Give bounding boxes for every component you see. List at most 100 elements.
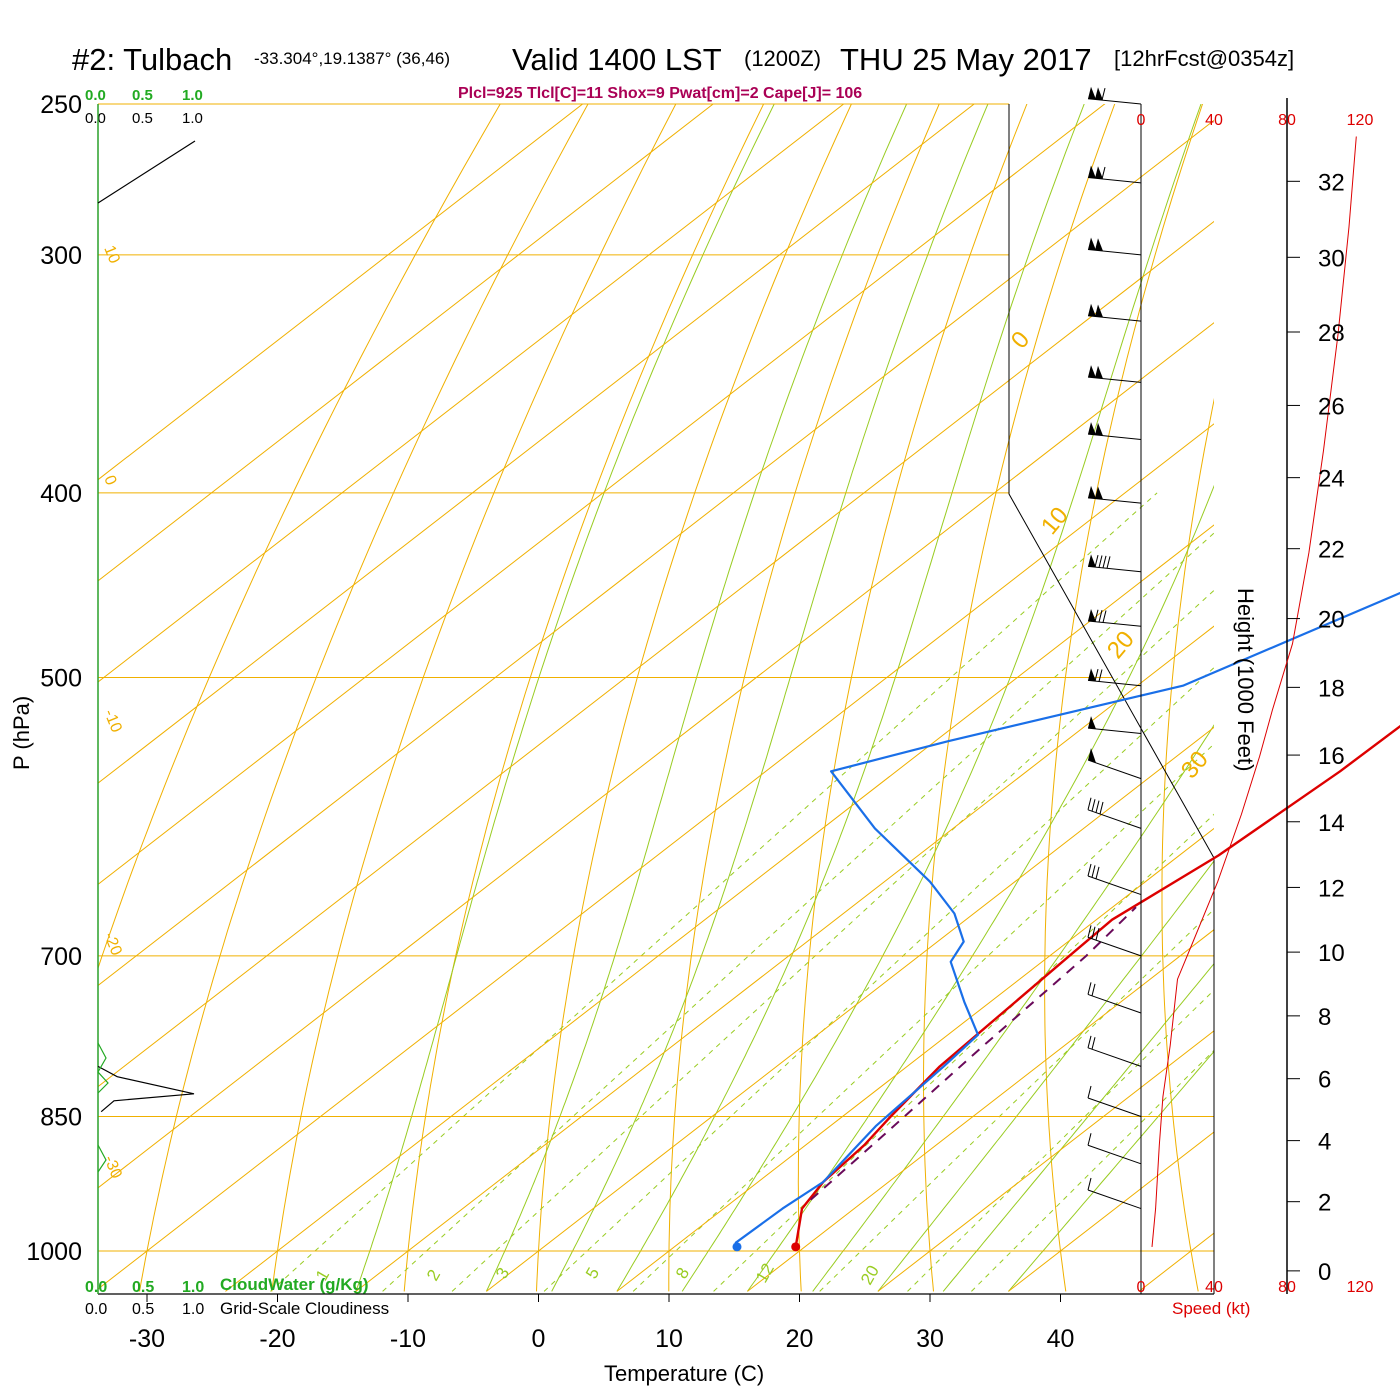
height-tick-label: 22 [1318,537,1345,564]
height-tick-label: 24 [1318,466,1345,493]
wind-barb-flag [1088,609,1096,622]
wind-barb-flag [1095,238,1103,252]
wind-barb-feather [1087,1035,1092,1048]
speed-tick-label: 0 [1137,112,1146,129]
isotherm-line [98,322,1214,1189]
parcel-line [810,906,1137,1201]
wind-barb-flag [1088,365,1096,378]
isotherm-line [98,104,584,481]
wind-barb [1087,797,1142,829]
dry-adiabats [98,104,1214,1292]
wind-barb [1087,982,1142,1014]
cloud-profile [97,1042,195,1173]
isotherm-line [98,104,845,683]
dry-adiabat [1044,104,1204,1292]
wind-barb-staff [1087,875,1142,896]
isotherm-line [355,625,1214,1292]
wind-barb [1087,165,1142,184]
zulu-time: (1200Z) [744,46,821,71]
wind-barb-staff [1087,809,1142,829]
mixing-ratio-line [819,908,1214,1292]
dry-adiabat [403,104,765,1292]
wind-barb-flag [1088,237,1096,251]
moist-adiabat [551,104,989,1292]
wind-barb-feather [1094,555,1099,568]
wind-barb-flag [1095,422,1103,436]
isotherm-label: -20 [100,930,124,958]
moist-adiabat [1008,1050,1214,1292]
height-tick-label: 12 [1318,875,1345,902]
wind-barb [1087,237,1142,256]
speed-tick-label: 40 [1205,112,1223,129]
wind-barb-feather [1087,1133,1092,1146]
cloudwater-profile [97,1144,107,1173]
isotherm-line [98,220,1214,1088]
wind-barb-feather [1091,983,1096,996]
wind-barb [1087,748,1142,780]
moist-adiabat [942,962,1214,1292]
height-tick-label: 30 [1318,245,1345,272]
wind-barb [1087,86,1142,105]
height-tick-label: 2 [1318,1190,1331,1217]
wind-barb-staff [1087,249,1142,256]
wind-barbs [1087,86,1142,1210]
wind-barb-feather [1091,865,1096,878]
speed-axis-title: Speed (kt) [1172,1299,1250,1318]
wind-barb-staff [1087,1097,1142,1118]
cloudwater-label: CloudWater (g/Kg) [220,1275,369,1294]
wind-barb-feather [1087,982,1092,995]
cloudiness-tick: 0.5 [132,1301,154,1318]
pressure-tick-label: 700 [40,943,82,971]
isotherm-line [225,524,1214,1292]
mixing-ratio-line [632,743,1214,1292]
cloudwater-tick: 1.0 [182,87,203,104]
x-tick-label: 20 [786,1325,814,1353]
isotherm-line [98,104,714,582]
x-tick-label: -20 [259,1325,295,1353]
wind-barb [1087,925,1142,957]
cloudiness-tick: 1.0 [182,1301,204,1318]
speed-tick-label: 80 [1278,112,1296,129]
wind-barb-staff [1087,936,1142,957]
wind-barb-feather [1098,669,1103,682]
cloudiness-tick: 1.0 [182,110,203,127]
isotherm-line [1138,1232,1214,1292]
wind-barb-feather [1094,609,1099,622]
wind-barb [1087,1177,1142,1210]
wind-barb-feather [1094,669,1099,682]
wind-barb-staff [1087,679,1142,687]
height-tick-label: 32 [1318,169,1345,196]
isotherms [98,104,1214,1292]
moist-adiabat [812,724,1214,1292]
forecast-label: [12hrFcst@0354z] [1114,46,1294,71]
isotherm-label: 10 [100,243,122,266]
cloudwater-tick: 0.0 [85,1279,107,1296]
wind-barb-feather [1101,166,1106,180]
x-tick-label: 0 [532,1325,546,1353]
height-tick-label: 10 [1318,940,1345,967]
mixing-ratio-label: 2 [423,1266,444,1284]
mixing-ratio-labels: 1 2 3 5 8 12 20 [312,1260,883,1288]
isotherm-line [98,104,1106,885]
isotherm-line [877,1030,1214,1292]
isotherm-label: -10 [100,707,124,735]
moist-adiabat [485,104,908,1292]
cloudwater-top-ticks: 0.0 0.5 1.0 [85,87,203,104]
wind-barb-staff [1087,1047,1142,1067]
mixing-ratio-line [451,589,1214,1292]
temperature-tick-labels: -30 -20 -10 0 10 20 30 40 [129,1294,1074,1353]
dry-adiabat [1161,397,1214,1292]
wind-barb [1087,863,1142,896]
mixing-ratio-label: 3 [492,1264,513,1282]
dry-adiabat [139,104,589,1292]
y-axis-title: P (hPa) [9,696,34,770]
wind-barb-staff [1087,1189,1142,1210]
pressure-tick-labels: 250 300 400 500 700 850 1000 [26,91,82,1266]
wind-barb-flag [1088,485,1096,499]
cloudiness-top-ticks: 0.0 0.5 1.0 [85,110,203,127]
height-tick-label: 14 [1318,810,1345,837]
wind-barb-staff [1087,727,1142,734]
wind-barb-feather [1095,928,1100,941]
mixing-ratio-label: 5 [582,1264,603,1282]
